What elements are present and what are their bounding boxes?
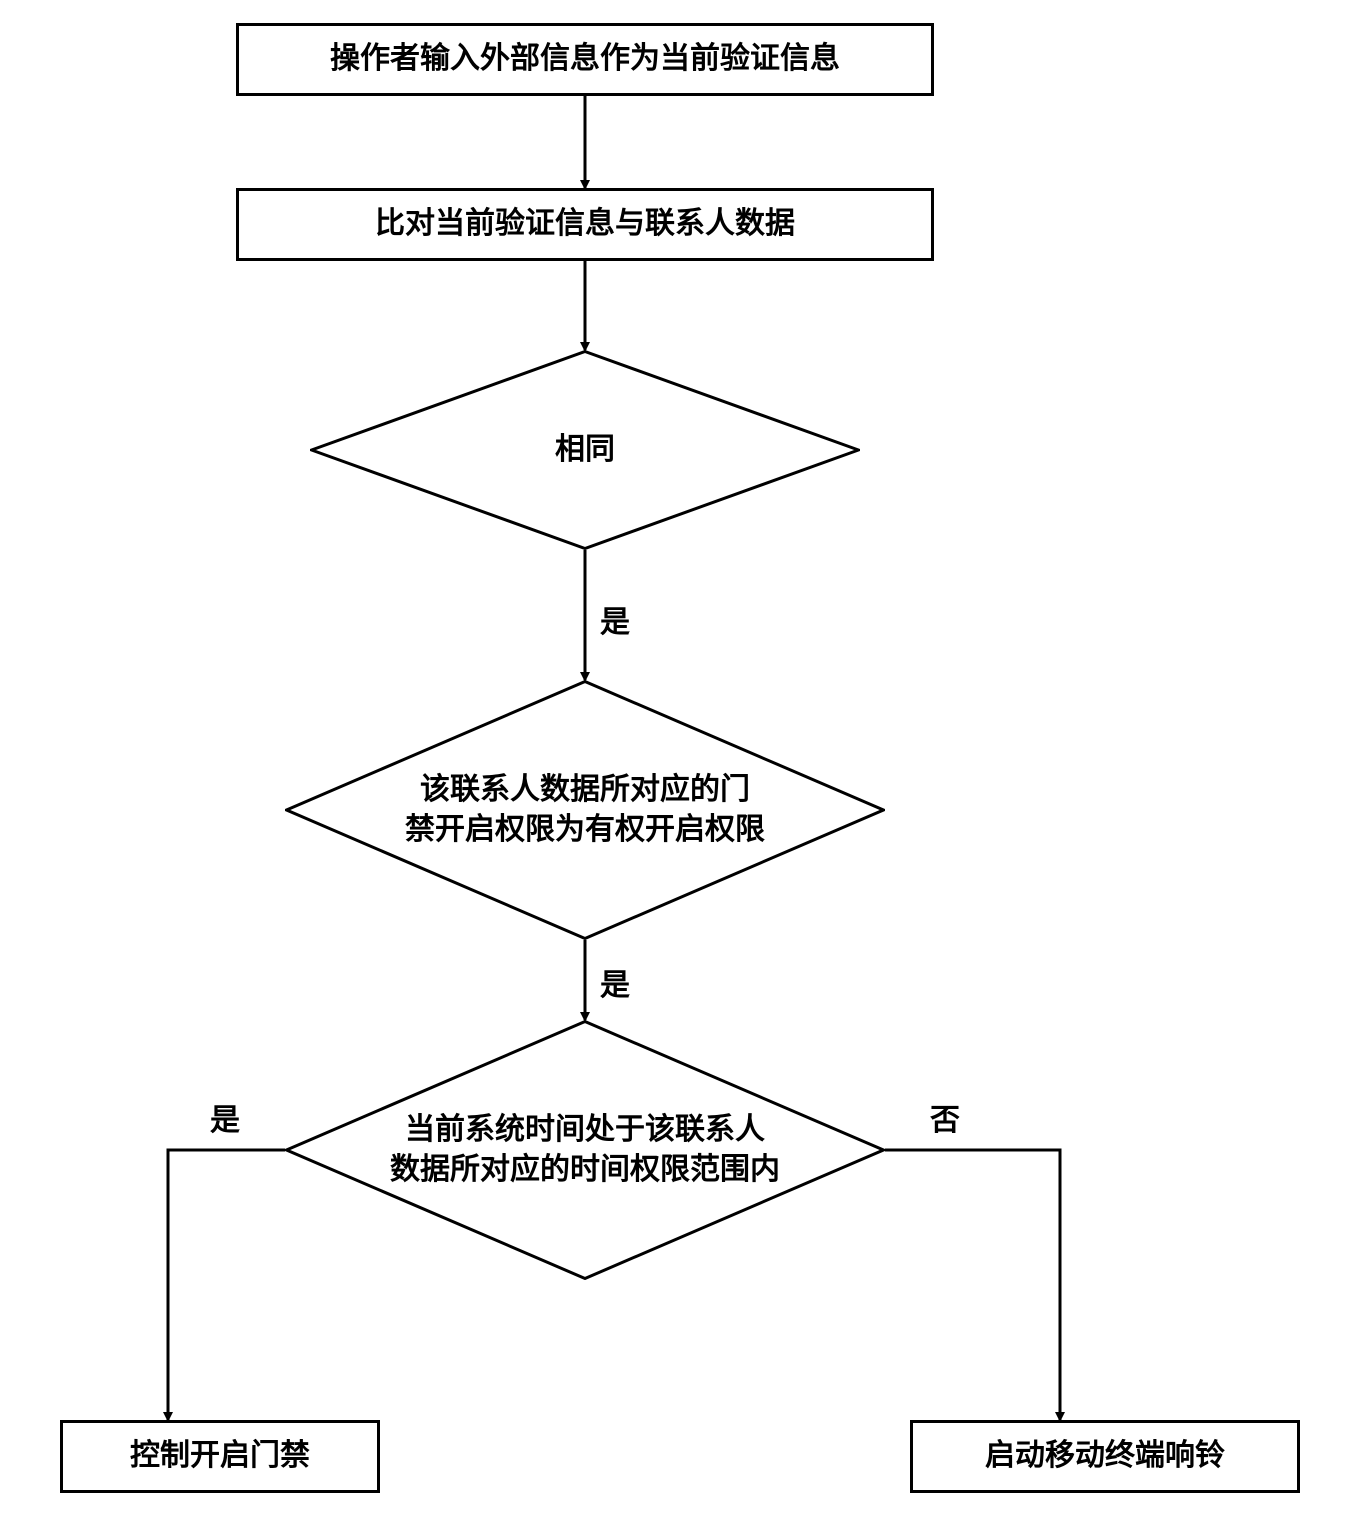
edge-label-no: 否: [930, 1095, 960, 1139]
node-label: 启动移动终端响铃: [985, 1436, 1225, 1477]
edge: [885, 1150, 1060, 1420]
edge: [168, 1150, 285, 1420]
node-start-ring: 启动移动终端响铃: [910, 1420, 1300, 1493]
node-label: 控制开启门禁: [130, 1436, 310, 1477]
decision-time-range: 当前系统时间处于该联系人 数据所对应的时间权限范围内: [285, 1020, 885, 1280]
node-label: 操作者输入外部信息作为当前验证信息: [330, 39, 840, 80]
node-input-info: 操作者输入外部信息作为当前验证信息: [236, 23, 934, 96]
node-compare: 比对当前验证信息与联系人数据: [236, 188, 934, 261]
edge-label-yes: 是: [600, 597, 630, 641]
decision-permission: 该联系人数据所对应的门 禁开启权限为有权开启权限: [285, 680, 885, 940]
node-open-door: 控制开启门禁: [60, 1420, 380, 1493]
node-label: 相同: [555, 430, 615, 471]
decision-same: 相同: [310, 350, 860, 550]
node-label: 该联系人数据所对应的门 禁开启权限为有权开启权限: [405, 770, 765, 851]
edge-label-yes: 是: [600, 960, 630, 1004]
node-label: 当前系统时间处于该联系人 数据所对应的时间权限范围内: [390, 1110, 780, 1191]
node-label: 比对当前验证信息与联系人数据: [375, 204, 795, 245]
edge-label-yes: 是: [210, 1095, 240, 1139]
flowchart-canvas: 操作者输入外部信息作为当前验证信息 比对当前验证信息与联系人数据 控制开启门禁 …: [0, 0, 1347, 1537]
